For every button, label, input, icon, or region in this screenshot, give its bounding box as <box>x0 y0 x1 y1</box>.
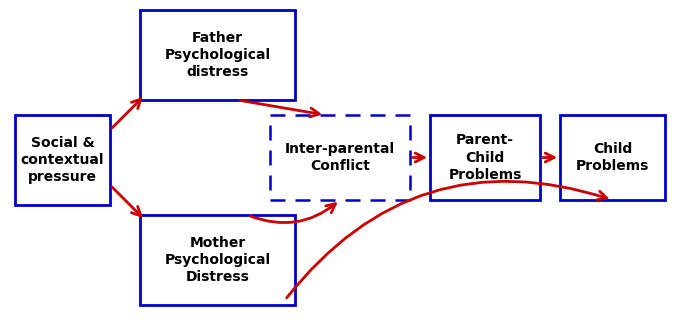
Text: Social &
contextual
pressure: Social & contextual pressure <box>21 136 104 184</box>
Text: Child
Problems: Child Problems <box>576 142 649 173</box>
FancyBboxPatch shape <box>270 115 410 200</box>
FancyBboxPatch shape <box>560 115 665 200</box>
FancyBboxPatch shape <box>15 115 110 205</box>
FancyBboxPatch shape <box>430 115 540 200</box>
Text: Inter-parental
Conflict: Inter-parental Conflict <box>285 142 395 173</box>
FancyBboxPatch shape <box>140 215 295 305</box>
Text: Mother
Psychological
Distress: Mother Psychological Distress <box>164 236 271 284</box>
FancyBboxPatch shape <box>140 10 295 100</box>
Text: Parent-
Child
Problems: Parent- Child Problems <box>448 133 522 182</box>
Text: Father
Psychological
distress: Father Psychological distress <box>164 31 271 79</box>
